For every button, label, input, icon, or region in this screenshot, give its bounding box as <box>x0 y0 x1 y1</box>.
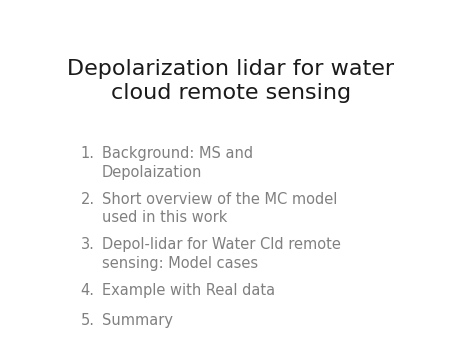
Text: 4.: 4. <box>81 283 94 297</box>
Text: 3.: 3. <box>81 237 94 252</box>
Text: 1.: 1. <box>81 146 94 161</box>
Text: 5.: 5. <box>81 313 94 328</box>
Text: Short overview of the MC model
used in this work: Short overview of the MC model used in t… <box>102 192 337 225</box>
Text: Summary: Summary <box>102 313 173 328</box>
Text: Depolarization lidar for water
cloud remote sensing: Depolarization lidar for water cloud rem… <box>67 59 394 103</box>
Text: Example with Real data: Example with Real data <box>102 283 274 297</box>
Text: Background: MS and
Depolaization: Background: MS and Depolaization <box>102 146 253 179</box>
Text: 2.: 2. <box>81 192 95 207</box>
Text: Depol-lidar for Water Cld remote
sensing: Model cases: Depol-lidar for Water Cld remote sensing… <box>102 237 341 271</box>
